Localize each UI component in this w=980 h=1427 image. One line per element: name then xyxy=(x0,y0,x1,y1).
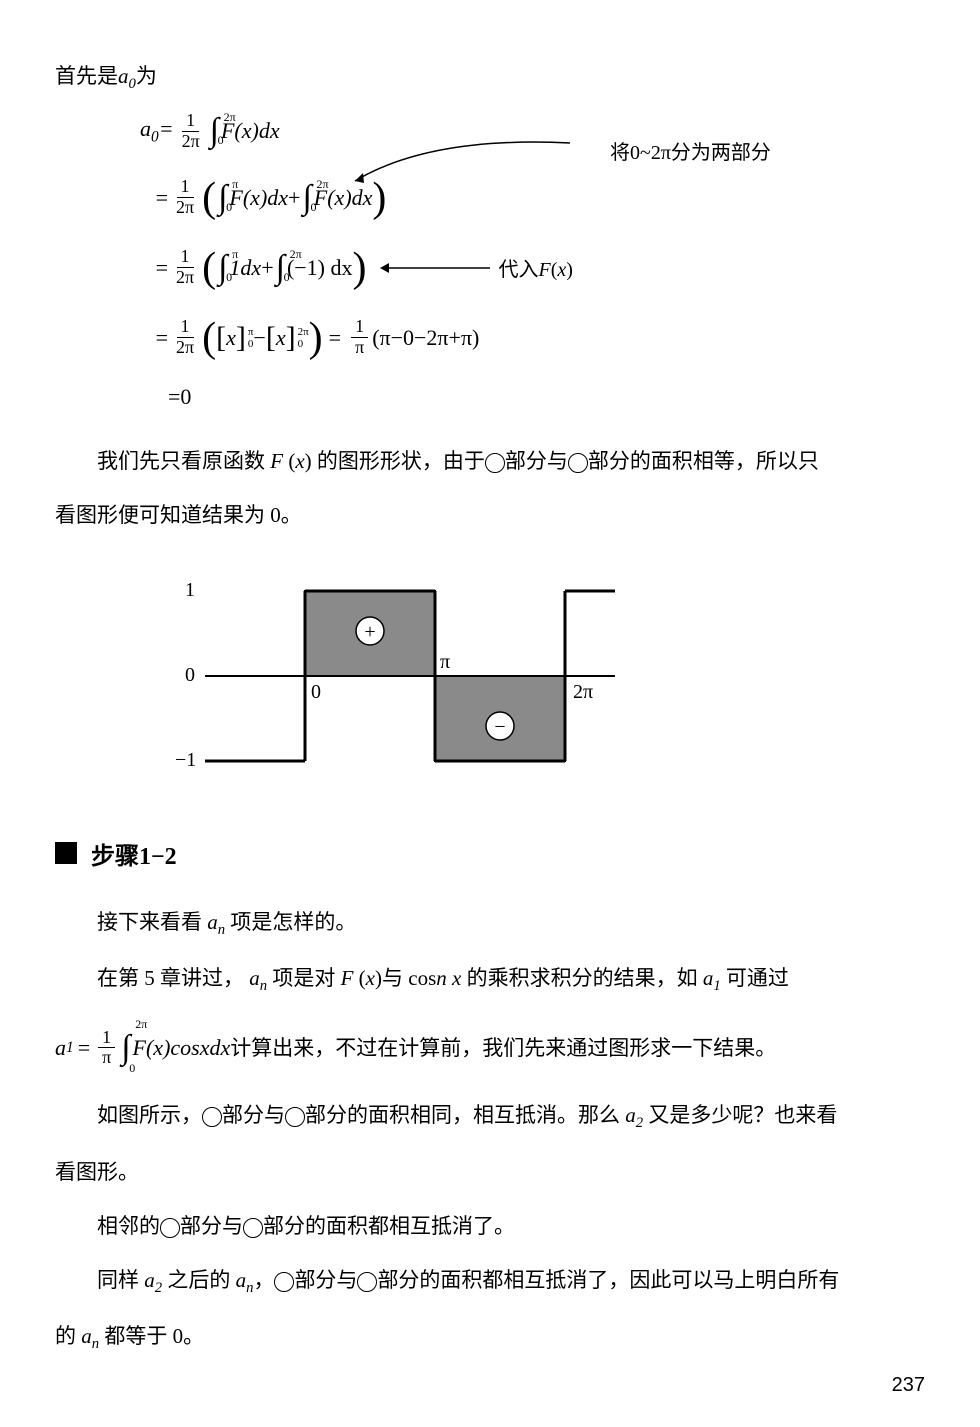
eq1-integral: ∫2π0 xyxy=(210,112,219,150)
a1-formula-line: a1 = 1π ∫2π0 F(x)cosxdx 计算出来，不过在计算前，我们先来… xyxy=(55,1014,925,1082)
eq1-frac: 12π xyxy=(178,111,204,152)
x-label-2pi: 2π xyxy=(573,681,593,703)
intro-var: a xyxy=(118,64,129,88)
intro-suffix: 为 xyxy=(136,64,157,88)
paragraph-4: 如图所示，+部分与−部分的面积相同，相互抵消。那么 a2 又是多少呢？也来看 xyxy=(55,1094,925,1139)
eq-line-4: = 12π ( [x] π0 − [x] 2π0 ) = 1π (π−0−2π+… xyxy=(140,314,925,362)
paragraph-1-cont: 看图形便可知道结果为 0。 xyxy=(55,494,925,536)
circled-minus-icon: − xyxy=(568,453,588,473)
intro-prefix: 首先是 xyxy=(55,64,118,88)
annotation-1-text: 将0~2π分为两部分 xyxy=(610,136,771,165)
section-header: 步骤1−2 xyxy=(55,836,925,871)
paragraph-4-cont: 看图形。 xyxy=(55,1151,925,1193)
circled-plus-icon: + xyxy=(485,453,505,473)
y-label-0: 0 xyxy=(185,664,195,686)
derivation-block: a0= 12π ∫2π0 F(x)dx 将0~2π分为两部分 = 12π ( ∫… xyxy=(140,111,925,410)
x-label-pi: π xyxy=(440,651,450,673)
paragraph-5: 相邻的+部分与−部分的面积都相互抵消了。 xyxy=(55,1205,925,1247)
annotation-3-text: 代入F(x) xyxy=(499,253,573,282)
y-label-1: 1 xyxy=(185,579,195,601)
eq-line-3: = 12π ( ∫π0 1dx + ∫2π0 (−1) dx ) 代入F(x) xyxy=(140,244,925,292)
eq1-lhs: a0= xyxy=(140,116,174,146)
x-label-0: 0 xyxy=(311,681,321,703)
paragraph-6-cont: 的 an 都等于 0。 xyxy=(55,1315,925,1360)
annotation-3-arrow xyxy=(375,258,495,278)
chart-plus-label: + xyxy=(364,621,375,643)
paragraph-1: 我们先只看原函数 F (x) 的图形形状，由于+部分与−部分的面积相等，所以只 xyxy=(55,440,925,482)
paragraph-6: 同样 a2 之后的 an，+部分与−部分的面积都相互抵消了，因此可以马上明白所有 xyxy=(55,1259,925,1304)
circled-minus-icon: − xyxy=(285,1107,305,1127)
eq-line-2: = 12π ( ∫π0 F(x)dx + ∫2π0 F(x)dx ) xyxy=(140,174,925,222)
circled-plus-icon: + xyxy=(160,1218,180,1238)
square-wave-chart: 1 0 −1 + − 0 π 2π xyxy=(175,566,925,791)
circled-plus-icon: + xyxy=(202,1107,222,1127)
circled-minus-icon: − xyxy=(243,1218,263,1238)
circled-plus-icon: + xyxy=(274,1272,294,1292)
chart-minus-label: − xyxy=(494,716,505,738)
eq-line-5: =0 xyxy=(140,384,925,410)
chart-svg: 1 0 −1 + − 0 π 2π xyxy=(175,566,635,786)
eq-line-1: a0= 12π ∫2π0 F(x)dx 将0~2π分为两部分 xyxy=(140,111,925,152)
intro-sub: 0 xyxy=(129,76,136,92)
intro-line: 首先是a0为 xyxy=(55,60,925,93)
circled-minus-icon: − xyxy=(357,1272,377,1292)
paragraph-2: 接下来看看 an 项是怎样的。 xyxy=(55,901,925,946)
section-bullet-icon xyxy=(55,842,77,864)
page-number: 237 xyxy=(892,1374,925,1397)
section-title: 步骤1−2 xyxy=(91,836,177,871)
y-label-neg1: −1 xyxy=(175,749,196,771)
paragraph-3: 在第 5 章讲过， an 项是对 F (x)与 cosn x 的乘积求积分的结果… xyxy=(55,957,925,1002)
